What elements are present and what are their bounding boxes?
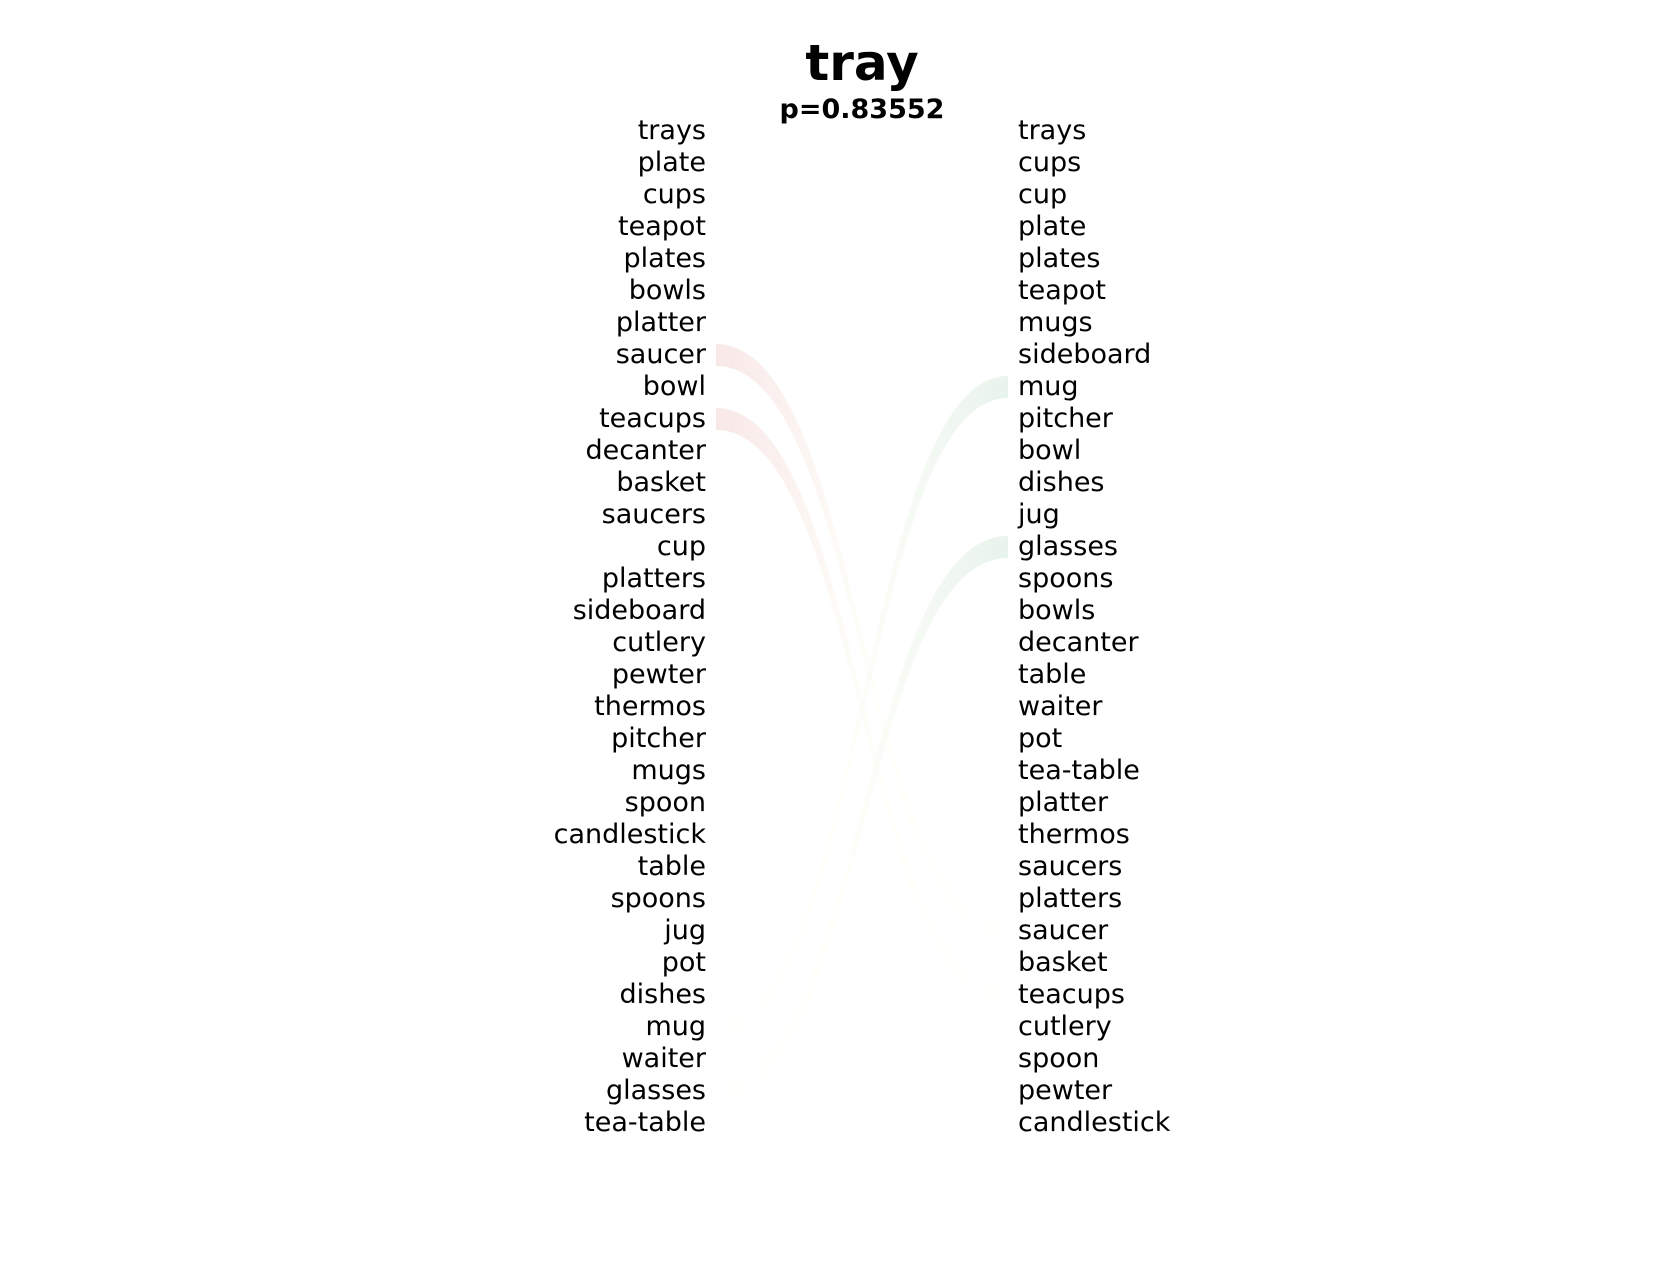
left-word-mugs: mugs [631,755,706,786]
left-word-bowls: bowls [628,275,706,306]
right-word-bowls: bowls [1018,595,1096,626]
right-word-dishes: dishes [1018,467,1105,498]
left-word-cutlery: cutlery [612,627,706,658]
right-word-thermos: thermos [1018,819,1130,850]
right-word-table: table [1018,659,1087,690]
left-word-dishes: dishes [619,979,707,1010]
right-word-saucers: saucers [1018,851,1123,882]
left-word-saucer: saucer [615,339,706,370]
left-word-pot: pot [661,947,706,978]
left-word-teapot: teapot [618,211,706,242]
right-word-jug: jug [1018,499,1060,530]
diagram-subtitle: p=0.83552 [779,94,945,125]
left-word-table: table [637,851,706,882]
right-word-platter: platter [1018,787,1109,818]
diagram-title: tray [805,34,919,92]
right-word-cups: cups [1018,147,1082,178]
left-word-saucers: saucers [601,499,706,530]
right-word-cutlery: cutlery [1018,1011,1112,1042]
right-word-spoon: spoon [1018,1043,1100,1074]
left-word-spoon: spoon [624,787,706,818]
left-word-thermos: thermos [594,691,706,722]
right-word-pitcher: pitcher [1018,403,1113,434]
right-word-pot: pot [1018,723,1063,754]
left-word-pewter: pewter [611,659,706,690]
right-word-pewter: pewter [1018,1075,1113,1106]
left-word-plates: plates [623,243,706,274]
left-word-glasses: glasses [606,1075,706,1106]
right-word-candlestick: candlestick [1018,1107,1171,1138]
right-word-plates: plates [1018,243,1101,274]
left-word-mug: mug [645,1011,706,1042]
right-word-decanter: decanter [1018,627,1139,658]
left-word-tea-table: tea-table [584,1107,706,1138]
left-word-spoons: spoons [610,883,706,914]
right-word-platters: platters [1018,883,1123,914]
left-word-candlestick: candlestick [553,819,706,850]
left-word-sideboard: sideboard [572,595,706,626]
left-word-platters: platters [601,563,706,594]
right-word-glasses: glasses [1018,531,1118,562]
right-word-tea-table: tea-table [1018,755,1140,786]
left-word-bowl: bowl [642,371,706,402]
link-ribbon-glasses [716,536,1008,1102]
right-word-saucer: saucer [1018,915,1109,946]
right-word-basket: basket [1018,947,1108,978]
left-word-cups: cups [642,179,706,210]
link-ribbon-mug [716,376,1008,1038]
left-word-decanter: decanter [585,435,706,466]
right-word-teacups: teacups [1018,979,1125,1010]
right-word-teapot: teapot [1018,275,1106,306]
left-word-platter: platter [615,307,706,338]
left-word-trays: trays [637,115,706,146]
left-word-basket: basket [616,467,706,498]
left-word-jug: jug [664,915,706,946]
left-word-cup: cup [656,531,706,562]
left-word-plate: plate [637,147,706,178]
right-word-mugs: mugs [1018,307,1093,338]
link-ribbon-saucer [716,344,1008,942]
right-word-plate: plate [1018,211,1087,242]
left-word-teacups: teacups [599,403,706,434]
right-word-spoons: spoons [1018,563,1114,594]
right-word-bowl: bowl [1018,435,1082,466]
left-word-pitcher: pitcher [611,723,706,754]
left-word-waiter: waiter [621,1043,706,1074]
right-word-sideboard: sideboard [1018,339,1152,370]
right-word-trays: trays [1018,115,1087,146]
right-word-waiter: waiter [1018,691,1103,722]
right-word-mug: mug [1018,371,1079,402]
right-word-cup: cup [1018,179,1068,210]
